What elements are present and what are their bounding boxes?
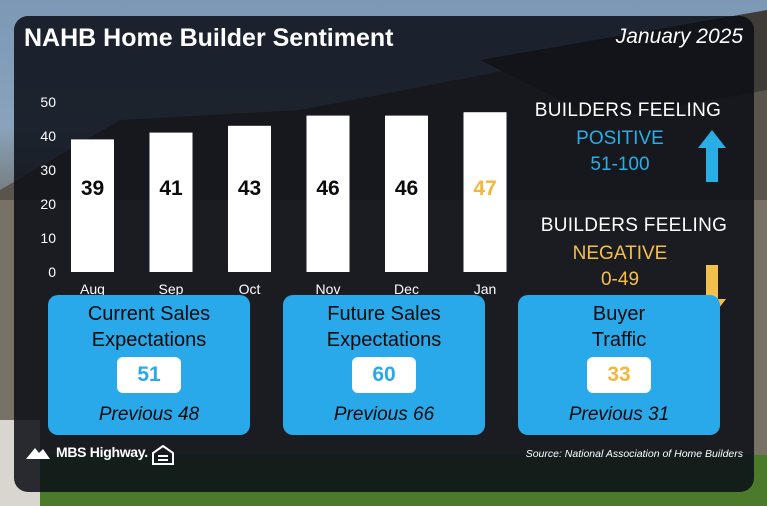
card-title-line2: Expectations	[326, 329, 442, 351]
legend-positive-heading: BUILDERS FEELING	[534, 100, 722, 121]
legend-positive-range: 51-100	[590, 154, 650, 175]
x-tick-label: Jan	[474, 281, 497, 297]
card-value: 51	[117, 357, 181, 393]
card-previous: Previous 31	[568, 404, 670, 425]
mbs-highway-logo: MBS Highway.	[26, 444, 148, 460]
card-previous: Previous 66	[333, 404, 435, 425]
legend-negative: BUILDERS FEELING NEGATIVE 0-49	[536, 215, 732, 317]
y-tick-label: 50	[40, 94, 56, 110]
legend-negative-range: 0-49	[600, 269, 640, 290]
y-tick-label: 20	[40, 196, 56, 212]
bar-value-label: 39	[81, 177, 104, 200]
bar-value-label: 46	[316, 177, 339, 200]
y-tick-label: 10	[40, 230, 56, 246]
bar-dec	[385, 115, 428, 272]
card-future-sales: Future Sales Expectations 60 Previous 66	[283, 295, 485, 435]
card-current-sales: Current Sales Expectations 51 Previous 48	[48, 295, 250, 435]
x-tick-label: Dec	[394, 281, 419, 297]
card-title-line2: Traffic	[591, 329, 647, 351]
arrow-up-icon	[698, 130, 726, 182]
bar-value-label: 41	[159, 177, 183, 200]
legend-negative-heading: BUILDERS FEELING	[540, 215, 728, 236]
equal-housing-icon	[152, 445, 174, 465]
x-tick-label: Sep	[159, 281, 184, 297]
y-tick-label: 30	[40, 162, 56, 178]
x-tick-label: Oct	[239, 281, 261, 297]
bar-nov	[306, 115, 350, 272]
card-title-line2: Expectations	[91, 329, 207, 351]
bar-value-label: 46	[395, 177, 418, 200]
report-date: January 2025	[615, 25, 743, 48]
x-tick-label: Aug	[80, 281, 105, 297]
card-value: 60	[352, 357, 416, 393]
y-tick-label: 40	[40, 128, 56, 144]
bar-oct	[228, 125, 271, 272]
bar-jan	[463, 112, 507, 272]
page-title: NAHB Home Builder Sentiment	[24, 24, 394, 52]
legend-positive: BUILDERS FEELING POSITIVE 51-100	[530, 100, 726, 182]
bar-value-label: 43	[238, 177, 261, 200]
y-tick-label: 0	[48, 264, 56, 280]
card-title-line1: Current Sales	[87, 303, 211, 325]
card-value: 33	[587, 357, 651, 393]
bar-value-label: 47	[473, 177, 496, 200]
legend-positive-label: POSITIVE	[576, 128, 664, 149]
source-note: Source: National Association of Home Bui…	[525, 448, 743, 460]
x-tick-label: Nov	[316, 281, 341, 297]
card-title-line1: Future Sales	[327, 303, 441, 325]
logo-text: MBS Highway.	[56, 444, 148, 460]
bar-aug	[71, 139, 114, 272]
card-buyer-traffic: Buyer Traffic 33 Previous 31	[518, 295, 720, 435]
legend-negative-label: NEGATIVE	[572, 243, 668, 264]
bar-sep	[149, 132, 193, 272]
card-title-line1: Buyer	[592, 303, 646, 325]
mountain-logo-icon	[26, 448, 50, 459]
card-previous: Previous 48	[98, 404, 200, 425]
